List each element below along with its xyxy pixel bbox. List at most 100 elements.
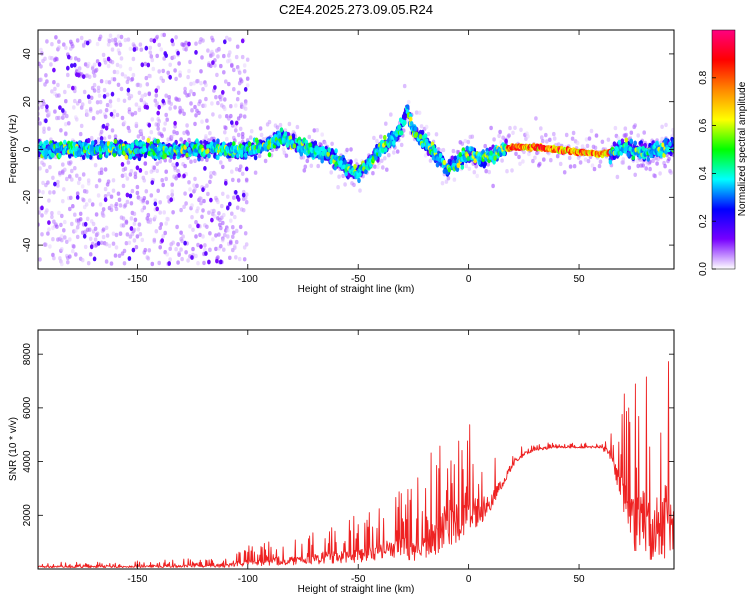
spectrogram-cell	[154, 93, 159, 98]
spectrogram-cell	[664, 137, 668, 143]
spectrogram-cell	[156, 126, 160, 131]
spectrogram-cell	[589, 128, 594, 134]
spectrogram-cell	[83, 244, 88, 250]
spectrogram-cell	[420, 142, 425, 148]
spectrogram-cell	[44, 73, 48, 78]
spectrogram-cell	[101, 227, 106, 232]
spectrogram-cell	[233, 244, 237, 249]
spectrogram-cell	[172, 154, 176, 160]
spectrogram-cell	[201, 187, 205, 193]
spectrogram-cell	[120, 162, 125, 167]
spectrogram-cell	[113, 37, 118, 42]
spectrogram-cell	[135, 184, 140, 190]
spectrogram-cell	[202, 198, 206, 204]
spectrogram-cell	[92, 82, 97, 88]
spectrogram-cell	[660, 124, 664, 129]
spectrogram-cell	[113, 134, 118, 139]
spectrogram-cell	[158, 210, 162, 215]
spectrogram-cell	[131, 247, 136, 253]
spectrogram-cell	[68, 174, 72, 179]
spectrogram-cell	[194, 234, 198, 239]
spectrogram-cell	[507, 133, 511, 138]
spectrogram-cell	[153, 215, 158, 220]
spectrogram-cell	[372, 135, 376, 141]
spectrogram-cell	[88, 236, 93, 241]
spectrogram-cell	[45, 79, 49, 84]
spectrogram-cell	[107, 80, 112, 85]
spectrogram-cell	[84, 202, 89, 207]
spectrogram-cell	[98, 202, 103, 207]
spectrogram-cell	[615, 174, 620, 180]
spectrogram-cell	[75, 117, 79, 122]
spectrogram-cell	[150, 117, 155, 122]
spectrogram-cell	[156, 110, 160, 116]
spectrogram-cell	[548, 137, 552, 142]
spectrogram-cell	[231, 177, 235, 183]
spectrogram-cell	[206, 144, 210, 150]
spectrogram-cell	[101, 52, 106, 58]
spectrogram-cell	[69, 160, 73, 165]
spectrogram-cell	[127, 240, 132, 245]
spectrogram-cell	[86, 61, 91, 67]
spectrogram-cell	[57, 93, 61, 98]
spectrogram-cell	[179, 230, 183, 235]
spectrogram-cell	[38, 189, 41, 194]
spectrogram-cell	[177, 251, 181, 256]
spectrogram-cell	[105, 102, 110, 108]
spectrogram-cell	[232, 141, 236, 147]
spectrogram-cell	[66, 72, 70, 78]
colorbar-gradient	[711, 29, 736, 270]
spectrogram-cell	[623, 126, 628, 131]
spectrogram-cell	[253, 170, 258, 175]
spectrogram-cell	[175, 224, 179, 230]
spectrogram-cell	[66, 260, 70, 265]
spectrogram-cell	[467, 166, 472, 171]
spectrogram-cell	[240, 54, 245, 60]
spectrogram-cell	[112, 77, 117, 82]
spectrogram-cell	[233, 214, 237, 220]
spectrogram-y-axis-title: Frequency (Hz)	[8, 115, 19, 184]
spectrogram-cell	[75, 191, 80, 196]
spectrogram-cell	[88, 106, 93, 112]
spectrogram-cell	[78, 217, 83, 222]
spectrogram-cell	[120, 173, 125, 178]
spectrogram-cell	[50, 42, 54, 47]
spectrogram-cell	[63, 219, 67, 225]
spectrogram-cell	[231, 225, 235, 230]
spectrogram-cell	[329, 170, 334, 175]
spectrogram-cell	[51, 152, 55, 158]
spectrogram-cell	[267, 152, 272, 158]
spectrogram-cell	[161, 68, 165, 74]
spectrogram-cell	[152, 237, 157, 243]
spectrogram-cell	[93, 139, 98, 145]
spectrogram-cell	[99, 79, 104, 84]
spectrogram-cell	[102, 136, 107, 141]
spectrogram-cell	[45, 104, 49, 110]
spectrogram-cell	[114, 245, 119, 250]
spectrogram-cell	[177, 173, 181, 178]
spectrogram-cell	[188, 224, 192, 229]
spectrogram-cell	[113, 253, 118, 258]
spectrogram-cell	[185, 141, 189, 147]
spectrogram-cell	[95, 100, 100, 105]
spectrogram-cell	[243, 231, 248, 236]
spectrogram-cell	[364, 168, 368, 174]
spectrogram-cell	[115, 70, 120, 75]
spectrogram-cell	[635, 158, 639, 164]
spectrogram-cell	[380, 158, 384, 163]
spectrogram-cell	[162, 127, 166, 132]
spectrogram-cell	[75, 38, 80, 43]
spectrogram-cell	[189, 89, 193, 94]
spectrogram-cell	[648, 166, 652, 172]
spectrogram-cell	[500, 158, 504, 163]
spectrogram-cell	[472, 170, 477, 175]
spectrogram-cell	[129, 201, 134, 206]
spectrogram-cell	[493, 155, 497, 161]
spectrogram-cell	[228, 201, 232, 207]
spectrogram-cell	[225, 136, 229, 142]
spectrogram-cell	[158, 159, 162, 164]
spectrogram-cell	[82, 89, 87, 95]
spectrogram-cell	[312, 128, 317, 133]
spectrogram-cell	[216, 255, 220, 260]
spectrogram-cell	[119, 86, 124, 92]
